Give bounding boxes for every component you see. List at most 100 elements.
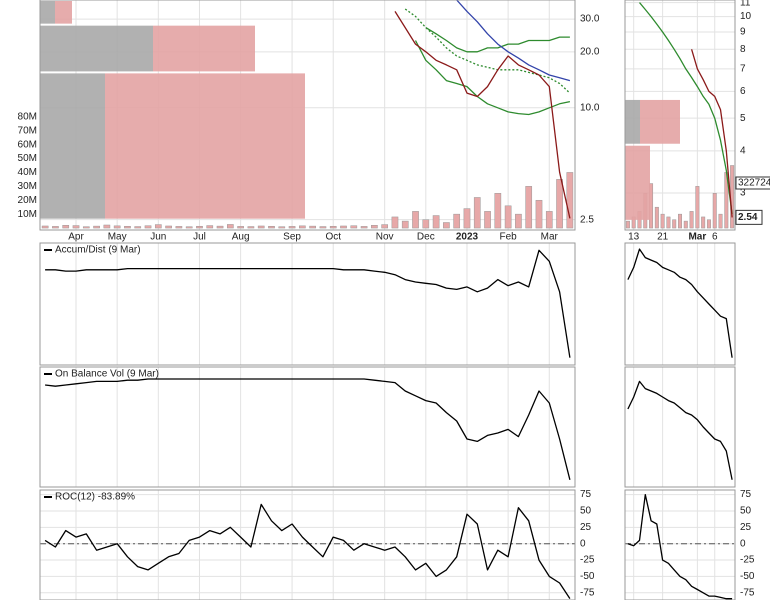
volume-bar <box>154 224 162 229</box>
volume-bar <box>689 211 694 229</box>
volume-bar <box>278 226 286 229</box>
panel-frame <box>39 0 576 231</box>
volume-by-price-down <box>625 99 640 144</box>
x-tick-label: Aug <box>232 232 250 243</box>
volume-bar <box>525 186 533 229</box>
volume-bar <box>41 225 49 229</box>
panel-background <box>625 243 735 365</box>
series-line <box>44 503 571 599</box>
x-tick-label: Jun <box>150 232 166 243</box>
y-tick-label: 50 <box>580 506 592 517</box>
y-tick-label: 25 <box>740 522 752 533</box>
x-tick-label: Dec <box>417 232 435 243</box>
series-line <box>404 8 571 94</box>
volume-bar <box>340 225 347 229</box>
volume-bar <box>371 225 378 229</box>
legend-label: Accum/Dist (9 Mar) <box>55 245 141 256</box>
y-tick-label: 25 <box>580 522 592 533</box>
volume-tick-label: 60M <box>18 139 37 150</box>
volume-bar <box>504 205 512 229</box>
y-tick-label: 4 <box>740 145 746 156</box>
volume-bar <box>288 226 296 229</box>
volume-bar <box>227 224 234 229</box>
panel-frame <box>624 242 736 366</box>
panel-frame <box>39 489 576 600</box>
volume-tick-label: 80M <box>18 111 37 122</box>
y-tick-label: 0 <box>740 538 746 549</box>
volume-by-price-up <box>640 99 680 144</box>
volume-by-price-up <box>55 1 72 24</box>
volume-bar <box>412 211 419 229</box>
y-tick-label: 30.0 <box>580 14 600 25</box>
series-line <box>627 380 733 480</box>
volume-bar <box>463 208 471 229</box>
last-volume-box <box>735 176 770 190</box>
last-volume-label: 322724 <box>738 178 770 189</box>
volume-bar <box>556 179 563 229</box>
panel <box>627 243 733 365</box>
y-tick-label: 2.5 <box>580 214 594 225</box>
volume-bar <box>309 225 316 229</box>
series-line <box>425 27 570 53</box>
y-tick-label: 20.0 <box>580 46 600 57</box>
volume-bar <box>678 213 682 229</box>
volume-bar <box>625 220 630 229</box>
x-tick-label: 6 <box>712 232 718 243</box>
volume-bar <box>299 225 306 229</box>
volume-bar <box>701 216 706 229</box>
volume-bar <box>82 226 90 229</box>
series-line <box>627 248 733 358</box>
panel-frame <box>39 366 576 488</box>
volume-bar <box>494 193 502 229</box>
panel-frame <box>624 366 736 488</box>
volume-bar <box>401 220 409 229</box>
volume-bar <box>237 226 244 229</box>
volume-bar <box>473 197 481 229</box>
x-tick-label: 2023 <box>456 232 479 243</box>
panel <box>40 0 575 230</box>
x-tick-label: 13 <box>628 232 640 243</box>
volume-by-price-down <box>40 73 105 219</box>
volume-bar <box>144 225 152 229</box>
volume-bar <box>432 215 440 229</box>
volume-bar <box>515 213 522 229</box>
x-tick-label: Feb <box>500 232 518 243</box>
panel-background <box>40 490 575 600</box>
volume-bar <box>683 220 688 229</box>
volume-by-price-down <box>40 1 55 24</box>
panel-frame <box>39 242 576 366</box>
volume-bar <box>666 216 671 229</box>
y-tick-label: 3 <box>740 188 746 199</box>
last-price-label: 2.54 <box>738 212 758 223</box>
volume-bar <box>660 213 665 229</box>
volume-bar <box>257 225 265 229</box>
panel-background <box>625 490 735 600</box>
volume-bar <box>654 206 659 229</box>
series-line <box>639 2 733 214</box>
panel <box>625 490 735 600</box>
volume-bar <box>93 225 100 229</box>
y-tick-label: -50 <box>740 571 755 582</box>
volume-bar <box>695 186 700 229</box>
panel <box>40 490 575 600</box>
volume-bar <box>545 211 553 229</box>
y-tick-label: -50 <box>580 571 595 582</box>
volume-bar <box>329 225 337 229</box>
series-line <box>45 378 571 480</box>
y-tick-label: -25 <box>740 555 755 566</box>
volume-bar <box>134 226 142 229</box>
panel <box>45 367 571 487</box>
volume-bar <box>196 225 203 229</box>
volume-tick-label: 40M <box>18 167 37 178</box>
volume-bar <box>52 226 59 229</box>
series-line <box>45 249 571 358</box>
last-price-box <box>735 209 763 225</box>
y-tick-label: 5 <box>740 113 746 124</box>
x-tick-label: Nov <box>376 232 394 243</box>
volume-bar <box>712 193 717 229</box>
volume-bar <box>360 226 368 229</box>
volume-tick-label: 20M <box>18 195 37 206</box>
volume-tick-label: 50M <box>18 153 37 164</box>
volume-bar <box>535 199 543 229</box>
y-tick-label: 11 <box>740 0 751 8</box>
